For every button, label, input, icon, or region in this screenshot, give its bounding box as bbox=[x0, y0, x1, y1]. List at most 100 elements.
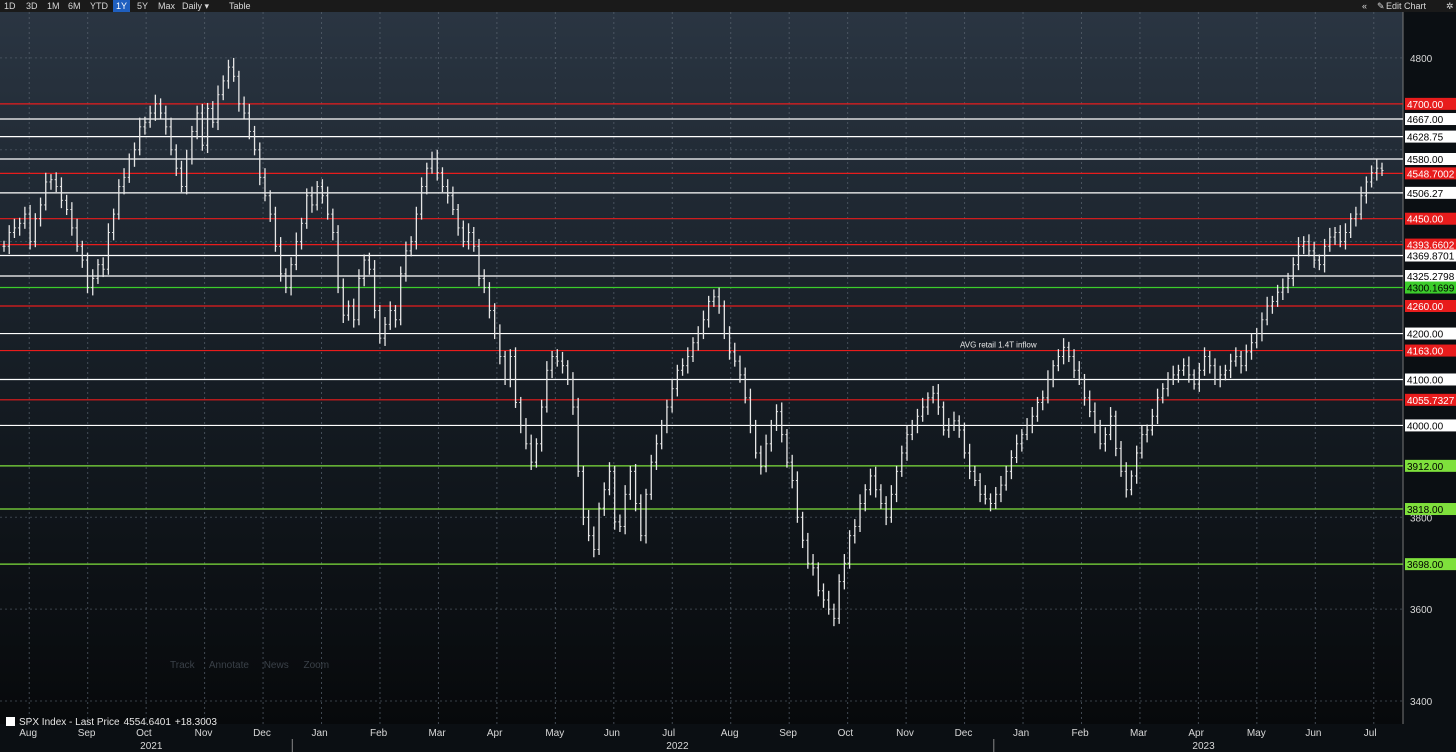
x-tick-label: Aug bbox=[721, 728, 739, 739]
year-label: 2022 bbox=[666, 741, 689, 752]
level-label: 4200.00 bbox=[1407, 330, 1444, 341]
x-tick-label: Sep bbox=[779, 728, 797, 739]
level-label-bg bbox=[1405, 249, 1456, 262]
legend-swatch bbox=[6, 717, 15, 726]
x-tick-label: Nov bbox=[195, 728, 213, 739]
y-tick-label: 3800 bbox=[1410, 513, 1433, 524]
level-label: 4163.00 bbox=[1407, 347, 1444, 358]
level-label-bg bbox=[1405, 113, 1456, 126]
level-label: 4393.6602 bbox=[1407, 241, 1455, 252]
legend-series-name: SPX Index - Last Price bbox=[19, 717, 120, 728]
level-label: 4369.8701 bbox=[1407, 252, 1455, 263]
zoom-tool[interactable]: Zoom bbox=[303, 660, 330, 671]
x-tick-label: Nov bbox=[896, 728, 914, 739]
x-tick-label: Jul bbox=[662, 728, 675, 739]
x-tick-label: Oct bbox=[136, 728, 152, 739]
y-tick-label: 3400 bbox=[1410, 697, 1433, 708]
level-label-bg bbox=[1405, 212, 1456, 225]
level-label-bg bbox=[1405, 186, 1456, 199]
year-label: 2021 bbox=[140, 741, 163, 752]
level-label: 4000.00 bbox=[1407, 421, 1444, 432]
level-label: 4700.00 bbox=[1407, 100, 1444, 111]
x-tick-label: Dec bbox=[253, 728, 271, 739]
chart-toolbar: 1D 3D 1M 6M YTD 1Y 5Y Max Daily ▾ Table … bbox=[0, 0, 1456, 12]
level-label-bg bbox=[1405, 130, 1456, 143]
level-label: 3912.00 bbox=[1407, 462, 1444, 473]
x-tick-label: Jun bbox=[1305, 728, 1321, 739]
track-tool[interactable]: Track bbox=[170, 660, 195, 671]
range-5y-button[interactable]: 5Y bbox=[137, 1, 149, 11]
x-tick-label: Apr bbox=[487, 728, 503, 739]
level-label: 4450.00 bbox=[1407, 215, 1444, 226]
range-1d-button[interactable]: 1D bbox=[4, 1, 16, 11]
x-tick-label: Aug bbox=[19, 728, 37, 739]
x-tick-label: Jul bbox=[1364, 728, 1377, 739]
frequency-dropdown[interactable]: Daily ▾ bbox=[182, 1, 210, 11]
edit-chart-button[interactable]: Edit Chart bbox=[1386, 1, 1427, 11]
level-label: 4580.00 bbox=[1407, 155, 1444, 166]
x-tick-label: Sep bbox=[78, 728, 96, 739]
level-label: 4667.00 bbox=[1407, 115, 1444, 126]
range-max-button[interactable]: Max bbox=[158, 1, 176, 11]
level-label-bg bbox=[1405, 419, 1456, 432]
level-label-bg bbox=[1405, 373, 1456, 386]
level-label-bg bbox=[1405, 281, 1456, 294]
news-tool[interactable]: News bbox=[263, 660, 289, 671]
level-label-bg bbox=[1405, 393, 1456, 406]
x-tick-label: Mar bbox=[1130, 728, 1148, 739]
level-label: 4325.2798 bbox=[1407, 272, 1455, 283]
legend-last-price: 4554.6401 bbox=[123, 717, 171, 728]
x-tick-label: Apr bbox=[1188, 728, 1204, 739]
x-tick-label: Oct bbox=[838, 728, 854, 739]
x-tick-label: Dec bbox=[955, 728, 973, 739]
y-tick-label: 3600 bbox=[1410, 605, 1433, 616]
level-label-bg bbox=[1405, 97, 1456, 110]
level-label: 4628.75 bbox=[1407, 133, 1444, 144]
level-label: 4506.27 bbox=[1407, 189, 1444, 200]
level-label: 4260.00 bbox=[1407, 302, 1444, 313]
x-tick-label: May bbox=[1247, 728, 1266, 739]
x-tick-label: Jan bbox=[312, 728, 328, 739]
level-label: 3818.00 bbox=[1407, 505, 1444, 516]
year-label: 2023 bbox=[1192, 741, 1215, 752]
x-tick-label: Mar bbox=[428, 728, 446, 739]
plot-background bbox=[0, 12, 1403, 724]
range-1y-button[interactable]: 1Y bbox=[113, 0, 131, 12]
gear-icon[interactable]: ✲ bbox=[1446, 1, 1454, 11]
annotate-tool[interactable]: Annotate bbox=[208, 660, 249, 671]
legend-change: +18.3003 bbox=[174, 717, 217, 728]
annotation-label: AVG retail 1.4T inflow bbox=[960, 341, 1037, 350]
level-label-bg bbox=[1405, 299, 1456, 312]
level-label: 4055.7327 bbox=[1407, 396, 1455, 407]
price-chart[interactable]: Aug Sep Oct Nov Dec Jan Feb Mar Apr May Jun Jul Aug S… bbox=[0, 12, 1456, 752]
level-label-bg bbox=[1405, 238, 1456, 251]
level-label-bg bbox=[1405, 327, 1456, 340]
collapse-icon[interactable]: « bbox=[1362, 1, 1368, 11]
chart-legend: SPX Index - Last Price 4554.6401 +18.3003 bbox=[6, 717, 217, 728]
x-tick-label: Jun bbox=[604, 728, 620, 739]
faded-chart-tools: Track Annotate News Zoom bbox=[170, 660, 341, 671]
table-button[interactable]: Table bbox=[229, 1, 251, 11]
level-label: 3698.00 bbox=[1407, 560, 1444, 571]
x-tick-label: Feb bbox=[1071, 728, 1089, 739]
pencil-icon: ✎ bbox=[1377, 1, 1385, 11]
level-label-bg bbox=[1405, 167, 1456, 180]
y-tick-label: 4800 bbox=[1410, 54, 1433, 65]
level-label-bg bbox=[1405, 344, 1456, 357]
range-ytd-button[interactable]: YTD bbox=[90, 1, 108, 11]
chart-area[interactable]: Aug Sep Oct Nov Dec Jan Feb Mar Apr May Jun Jul Aug S… bbox=[0, 12, 1456, 752]
level-label: 4100.00 bbox=[1407, 375, 1444, 386]
x-tick-label: Feb bbox=[370, 728, 388, 739]
level-label-bg bbox=[1405, 558, 1456, 571]
level-label: 4548.7002 bbox=[1407, 169, 1455, 180]
level-label-bg bbox=[1405, 503, 1456, 516]
level-label: 4300.1699 bbox=[1407, 284, 1455, 295]
range-6m-button[interactable]: 6M bbox=[68, 1, 81, 11]
x-tick-label: Jan bbox=[1013, 728, 1029, 739]
level-label-bg bbox=[1405, 270, 1456, 283]
range-3d-button[interactable]: 3D bbox=[26, 1, 38, 11]
x-tick-label: May bbox=[545, 728, 564, 739]
range-1m-button[interactable]: 1M bbox=[47, 1, 60, 11]
level-label-bg bbox=[1405, 152, 1456, 165]
level-label-bg bbox=[1405, 459, 1456, 472]
